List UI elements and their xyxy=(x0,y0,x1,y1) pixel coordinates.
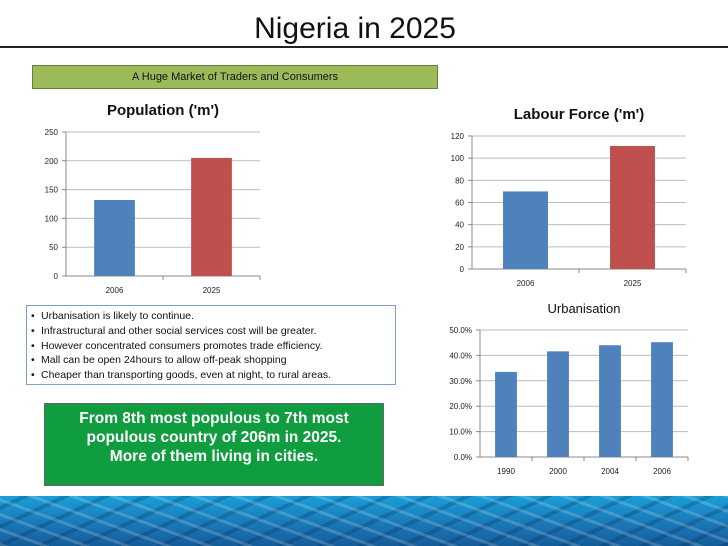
x-tick-label: 2025 xyxy=(203,286,221,295)
callout-line: populous country of 206m in 2025. xyxy=(86,429,342,446)
x-tick-label: 2000 xyxy=(549,467,567,476)
bar xyxy=(94,199,135,276)
bullet-item: Infrastructural and other social service… xyxy=(31,324,391,339)
bullet-item: Cheaper than transporting goods, even at… xyxy=(31,368,391,383)
y-tick-label: 80 xyxy=(455,176,464,185)
bullet-item: Urbanisation is likely to continue. xyxy=(31,309,391,324)
y-tick-label: 60 xyxy=(455,199,464,208)
chart-title: Labour Force ('m') xyxy=(514,106,644,123)
x-tick-label: 2004 xyxy=(601,467,619,476)
y-tick-label: 30.0% xyxy=(449,377,472,386)
title-rule xyxy=(0,46,728,48)
x-tick-label: 2025 xyxy=(624,279,642,288)
bar xyxy=(547,351,569,457)
y-tick-label: 10.0% xyxy=(449,428,472,437)
x-tick-label: 1990 xyxy=(497,467,515,476)
chart-title: Urbanisation xyxy=(548,301,621,316)
y-tick-label: 20 xyxy=(455,243,464,252)
urbanisation-chart: Urbanisation 0.0% 10.0% 20.0% 30.0% 40.0% 50.0… xyxy=(449,301,689,476)
banner: A Huge Market of Traders and Consumers xyxy=(32,65,438,89)
bar xyxy=(651,342,673,457)
bar xyxy=(610,145,655,269)
y-tick-label: 0.0% xyxy=(454,453,472,462)
y-tick-label: 40 xyxy=(455,221,464,230)
y-tick-label: 100 xyxy=(45,214,59,223)
bar xyxy=(191,157,232,276)
labour-force-chart: Labour Force ('m') 0 20 40 60 80 100 120 2006 202… xyxy=(451,106,687,288)
bullet-item: Mall can be open 24hours to allow off-pe… xyxy=(31,353,391,368)
y-tick-label: 50 xyxy=(49,243,58,252)
callout-box: From 8th most populous to 7th most popul… xyxy=(44,403,384,486)
y-tick-label: 20.0% xyxy=(449,402,472,411)
bullet-item: However concentrated consumers promotes … xyxy=(31,339,391,354)
x-tick-label: 2006 xyxy=(653,467,671,476)
page-title: Nigeria in 2025 xyxy=(254,12,456,45)
y-tick-label: 100 xyxy=(451,154,465,163)
callout-line: From 8th most populous to 7th most xyxy=(79,410,349,427)
y-tick-label: 200 xyxy=(45,157,59,166)
y-tick-label: 120 xyxy=(451,132,465,141)
bar xyxy=(495,371,517,457)
y-tick-label: 150 xyxy=(45,186,59,195)
bullet-list: Urbanisation is likely to continue. Infr… xyxy=(26,305,396,385)
bar xyxy=(503,191,548,269)
chart-title: Population ('m') xyxy=(107,102,219,119)
callout-line: More of them living in cities. xyxy=(109,448,319,465)
water-footer-decoration xyxy=(0,496,728,546)
population-chart: Population ('m') 0 50 100 150 200 250 2006 2025 xyxy=(45,102,261,295)
y-tick-label: 0 xyxy=(460,265,465,274)
bar xyxy=(599,345,621,457)
x-tick-label: 2006 xyxy=(106,286,124,295)
y-tick-label: 0 xyxy=(54,272,59,281)
y-tick-label: 40.0% xyxy=(449,351,472,360)
y-tick-label: 50.0% xyxy=(449,326,472,335)
x-tick-label: 2006 xyxy=(517,279,535,288)
y-tick-label: 250 xyxy=(45,128,59,137)
